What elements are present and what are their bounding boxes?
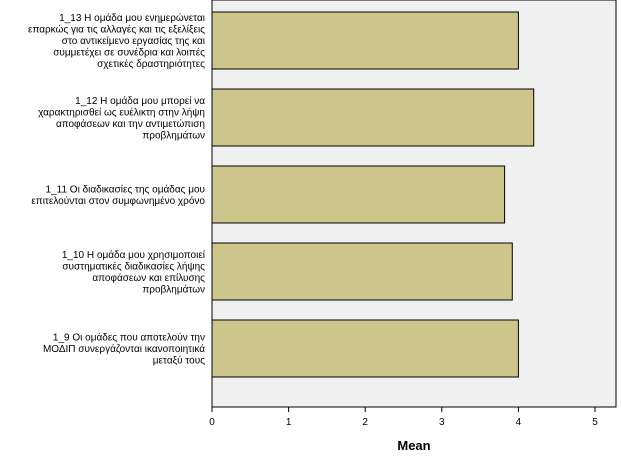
x-tick-label: 3 bbox=[439, 417, 445, 428]
x-tick-label: 5 bbox=[592, 417, 598, 428]
category-label-line: 1_12 Η ομάδα μου μπορεί να bbox=[75, 95, 205, 107]
category-label-line: χαρακτηρισθεί ως ευέλικτη στην λήψη bbox=[38, 106, 205, 118]
category-label: 1_13 Η ομάδα μου ενημερώνεται επαρκώς για… bbox=[28, 12, 205, 70]
category-label-line: σχετικές δραστηριότητες bbox=[97, 58, 205, 70]
category-label-line: επιτελούνται στον συμφωνημένο χρόνο bbox=[31, 195, 205, 207]
category-label-line: προβλημάτων bbox=[142, 283, 205, 295]
bar bbox=[211, 11, 519, 70]
category-label-line: συμμετέχει σε συνέδρια και λοιπές bbox=[53, 47, 205, 59]
bar bbox=[211, 242, 513, 301]
x-tick-label: 4 bbox=[516, 417, 522, 428]
category-label-line: επαρκώς για τις αλλαγές και τις εξελίξει… bbox=[28, 24, 205, 36]
x-tick-label: 2 bbox=[362, 417, 368, 428]
category-label-line: 1_10 Η ομάδα μου χρησιμοποιεί bbox=[62, 249, 206, 261]
category-label: 1_9 Οι ομάδες που αποτελούν την ΜΟΔΙΠ συν… bbox=[43, 332, 205, 367]
category-label: 1_12 Η ομάδα μου μπορεί να χαρακτηρισθεί … bbox=[38, 95, 205, 142]
x-axis-title: Mean bbox=[397, 438, 430, 453]
category-label-line: συστηματικές διαδικασίες λήψης bbox=[62, 260, 205, 272]
category-label-line: 1_9 Οι ομάδες που αποτελούν την bbox=[53, 332, 205, 344]
category-label-line: αποφάσεων και επίλυσης bbox=[92, 272, 205, 284]
category-label-line: ΜΟΔΙΠ συνεργάζονται ικανοποιητικά bbox=[43, 343, 205, 355]
category-label-line: μεταξύ τους bbox=[153, 355, 205, 367]
category-label: 1_11 Οι διαδικασίες της ομάδας μου επιτελ… bbox=[31, 183, 205, 207]
category-label-line: προβλημάτων bbox=[142, 129, 205, 141]
x-tick-label: 0 bbox=[209, 417, 215, 428]
category-label-line: 1_11 Οι διαδικασίες της ομάδας μου bbox=[46, 183, 205, 195]
bar bbox=[211, 319, 519, 378]
category-label: 1_10 Η ομάδα μου χρησιμοποιεί συστηματικέ… bbox=[62, 249, 206, 296]
category-label-line: στο αντικείμενο εργασίας της και bbox=[62, 35, 205, 47]
category-label-line: 1_13 Η ομάδα μου ενημερώνεται bbox=[59, 12, 205, 24]
x-tick-label: 1 bbox=[286, 417, 292, 428]
category-label-line: αποφάσεων και την αντιμετώπιση bbox=[56, 118, 205, 130]
bar bbox=[211, 88, 535, 147]
bar bbox=[211, 165, 506, 224]
